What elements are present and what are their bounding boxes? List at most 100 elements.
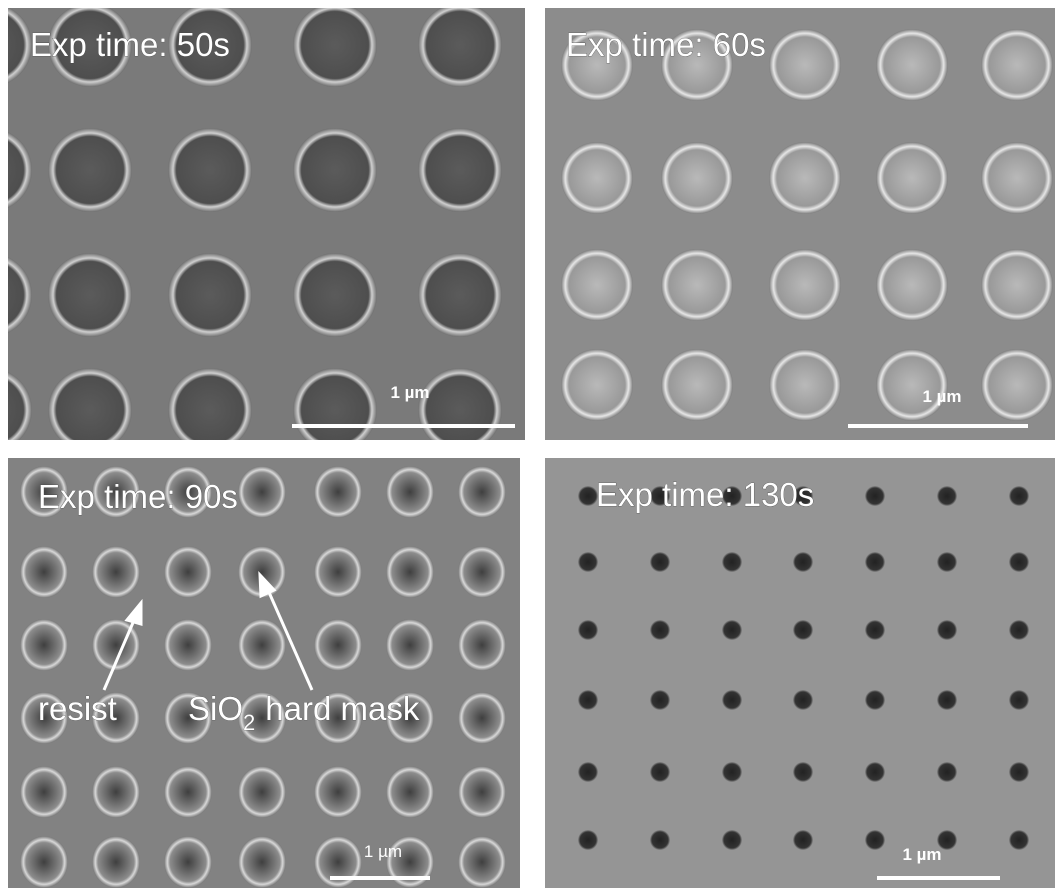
hole (876, 29, 948, 101)
hole (561, 142, 633, 214)
hole (937, 762, 957, 782)
hole (722, 620, 742, 640)
hole (722, 552, 742, 572)
hole (578, 690, 598, 710)
hole (1009, 830, 1029, 850)
scale-bar-label: 1 µm (902, 845, 941, 864)
hole (865, 830, 885, 850)
hole (769, 249, 841, 321)
hole (458, 692, 506, 744)
hole (458, 546, 506, 598)
hole (981, 142, 1053, 214)
panel-label: Exp time: 50s (30, 26, 230, 63)
hole (876, 142, 948, 214)
hole (386, 766, 434, 818)
hole (650, 552, 670, 572)
hole (92, 766, 140, 818)
hole (769, 29, 841, 101)
hole (48, 128, 132, 212)
hole (793, 830, 813, 850)
hole (418, 253, 502, 337)
hole (937, 552, 957, 572)
hole (865, 486, 885, 506)
hole (722, 830, 742, 850)
hole (48, 253, 132, 337)
hole (578, 552, 598, 572)
hole (561, 349, 633, 421)
hole (661, 349, 733, 421)
hole (722, 762, 742, 782)
hole (20, 836, 68, 888)
scale-bar-label: 1 µm (364, 842, 402, 861)
hole (793, 552, 813, 572)
hole (458, 619, 506, 671)
hole (793, 620, 813, 640)
hole (876, 249, 948, 321)
hole (314, 546, 362, 598)
mask-suffix: hard mask (265, 690, 420, 727)
hole (1009, 620, 1029, 640)
hole (418, 3, 502, 87)
hole (386, 546, 434, 598)
hole (661, 142, 733, 214)
hole (1009, 486, 1029, 506)
hole (1009, 762, 1029, 782)
hole (164, 836, 212, 888)
hole (1009, 552, 1029, 572)
panel-background (8, 458, 520, 888)
hole (238, 766, 286, 818)
hole (937, 620, 957, 640)
hole (164, 766, 212, 818)
hole (865, 620, 885, 640)
hole (20, 546, 68, 598)
hole (578, 762, 598, 782)
panel-label: Exp time: 130s (596, 476, 814, 513)
hole (1009, 690, 1029, 710)
hole (661, 249, 733, 321)
hole (164, 546, 212, 598)
scale-bar-label: 1 µm (390, 383, 429, 402)
hole (164, 619, 212, 671)
panel-label: Exp time: 60s (566, 26, 766, 63)
hole (458, 836, 506, 888)
hole (314, 619, 362, 671)
hole (793, 690, 813, 710)
hole (650, 690, 670, 710)
hole (937, 690, 957, 710)
hole (578, 486, 598, 506)
hole (769, 349, 841, 421)
hole (238, 619, 286, 671)
hole (168, 368, 252, 452)
annotation-resist: resist (38, 690, 117, 727)
hole (981, 249, 1053, 321)
hole (20, 766, 68, 818)
mask-subscript: 2 (243, 710, 255, 735)
hole (168, 253, 252, 337)
hole (92, 546, 140, 598)
hole (981, 29, 1053, 101)
hole (293, 253, 377, 337)
hole (293, 3, 377, 87)
hole (238, 836, 286, 888)
hole (578, 620, 598, 640)
hole (650, 620, 670, 640)
hole (578, 830, 598, 850)
hole (314, 466, 362, 518)
hole (458, 766, 506, 818)
page: Exp time: 50s Exp time: 60s Exp time: 90… (0, 0, 1055, 888)
hole (650, 762, 670, 782)
hole (722, 690, 742, 710)
hole (769, 142, 841, 214)
scale-bar-label: 1 µm (922, 387, 961, 406)
hole (386, 466, 434, 518)
hole (293, 368, 377, 452)
hole (20, 619, 68, 671)
hole (981, 349, 1053, 421)
hole (168, 128, 252, 212)
hole (293, 128, 377, 212)
panel-background (545, 458, 1055, 888)
hole (865, 552, 885, 572)
hole (937, 486, 957, 506)
panel-label: Exp time: 90s (38, 478, 238, 515)
hole (386, 619, 434, 671)
